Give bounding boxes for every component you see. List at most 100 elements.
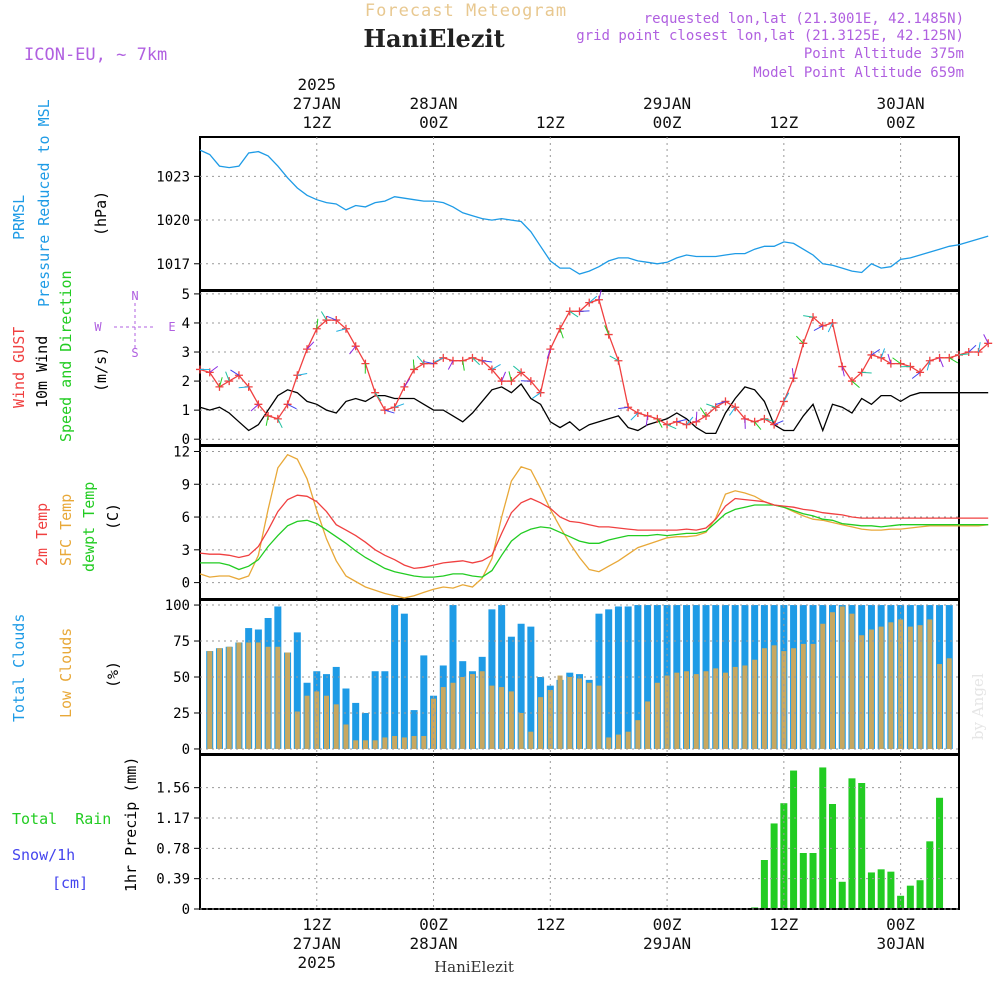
panel-frame	[199, 136, 960, 291]
rain-bar	[809, 853, 817, 909]
wind-direction-arrow	[482, 360, 493, 363]
wind-direction-arrow	[939, 357, 944, 368]
low-cloud-bar	[820, 623, 826, 749]
wind-direction-arrow	[501, 371, 507, 382]
wind-direction-arrow	[320, 311, 327, 321]
bottom-axis-label: 00Z	[886, 915, 915, 934]
bottom-axis-label: 30JAN	[877, 934, 925, 953]
y-tick-label: 9	[182, 477, 190, 493]
low-cloud-bar	[431, 698, 437, 749]
low-cloud-bar	[538, 697, 544, 749]
gust-marker	[264, 411, 273, 420]
wind-direction-arrow	[827, 322, 833, 333]
low-cloud-bar	[849, 613, 855, 749]
wind-direction-arrow	[218, 377, 223, 388]
low-cloud-bar	[839, 606, 845, 749]
wind-direction-arrow	[265, 415, 269, 426]
sfc-temp-line	[199, 453, 989, 599]
wind-direction-arrow	[880, 348, 886, 359]
low-cloud-bar	[236, 642, 242, 749]
wind-direction-arrow	[706, 403, 716, 408]
gust-marker	[536, 388, 545, 397]
wind-direction-arrow	[630, 412, 639, 421]
wind-direction-arrow	[447, 360, 454, 370]
wind-direction-arrow	[949, 357, 959, 364]
low-cloud-bar	[606, 737, 612, 749]
wind-direction-arrow	[791, 368, 795, 379]
wind-direction-arrow	[958, 353, 969, 356]
temp-2m-label: 2m Temp	[33, 503, 51, 566]
wind-10m-label: 10m Wind	[33, 336, 51, 408]
rain-bar	[887, 871, 895, 909]
low-cloud-bar	[411, 736, 417, 749]
wind-direction-arrow	[695, 411, 698, 422]
gust-marker	[254, 400, 263, 409]
bottom-axis-label: 00Z	[653, 915, 682, 934]
wind-direction-arrow	[803, 315, 814, 318]
y-tick-label: 1.56	[156, 781, 190, 797]
gust-marker	[273, 414, 282, 423]
low-cloud-bar	[499, 687, 505, 749]
pressure-unit: (hPa)	[92, 191, 110, 236]
y-tick-label: 50	[173, 670, 190, 686]
wind-direction-arrow	[676, 419, 687, 423]
rain-bar	[760, 860, 768, 909]
low-clouds-label: Low Clouds	[57, 628, 75, 718]
low-cloud-bar	[615, 734, 621, 749]
gust-marker	[838, 362, 847, 371]
wind-direction-arrow	[887, 353, 892, 364]
wind-direction-arrow	[513, 365, 522, 373]
bottom-axis-label: 2025	[298, 953, 337, 972]
rain-bar	[799, 853, 807, 909]
pressure-label-prmsl: PRMSL	[10, 195, 28, 240]
low-cloud-bar	[557, 675, 563, 749]
wind-direction-arrow	[349, 345, 357, 355]
low-cloud-bar	[635, 720, 641, 749]
gust-marker	[633, 409, 642, 418]
gust-marker	[945, 353, 954, 362]
total-cloud-bar	[624, 606, 632, 749]
gust-marker	[332, 316, 341, 325]
wind-direction-arrow	[754, 421, 762, 430]
y-tick-label: 12	[173, 444, 190, 460]
rain-bar	[838, 881, 846, 909]
wind-direction-arrow	[666, 424, 677, 430]
gust-marker	[371, 388, 380, 397]
model-label: ICON-EU, ~ 7km	[24, 45, 167, 65]
low-cloud-bar	[703, 671, 709, 749]
low-cloud-bar	[917, 625, 923, 749]
wind-direction-arrow	[532, 392, 541, 399]
low-cloud-bar	[829, 612, 836, 749]
wind-direction-arrow	[968, 344, 977, 353]
y-tick-label: 1	[182, 403, 190, 419]
rain-bar	[819, 767, 827, 909]
rain-bar	[848, 778, 856, 909]
wind-direction-arrow	[783, 392, 790, 402]
wind-direction-arrow	[316, 318, 319, 329]
top-axis-label: 00Z	[886, 113, 915, 132]
total-cloud-bar	[352, 702, 360, 749]
low-cloud-bar	[226, 646, 232, 749]
rain-bar	[916, 880, 924, 909]
rain-bar	[926, 841, 934, 909]
low-cloud-bar	[693, 674, 699, 749]
gust-marker	[400, 382, 409, 391]
wind-gust-label: Wind GUST	[10, 327, 28, 408]
low-cloud-bar	[255, 642, 261, 749]
y-tick-label: 2	[182, 374, 190, 390]
y-tick-label: 3	[182, 543, 190, 559]
rain-bar	[858, 783, 866, 909]
low-cloud-bar	[732, 666, 738, 749]
rain-bar	[897, 895, 905, 909]
wind-direction-arrow	[911, 371, 921, 379]
requested-coords: requested lon,lat (21.3001E, 42.1485N)	[644, 11, 964, 27]
gust-marker	[653, 414, 662, 423]
low-cloud-bar	[285, 652, 291, 749]
temp-unit: (C)	[104, 503, 122, 530]
wind-direction-arrow	[813, 325, 824, 332]
low-cloud-bar	[722, 672, 728, 749]
point-altitude: Point Altitude 375m	[804, 46, 964, 62]
total-cloud-bar	[371, 671, 379, 749]
total-cloud-bar	[614, 606, 622, 749]
total-cloud-bar	[381, 671, 389, 749]
